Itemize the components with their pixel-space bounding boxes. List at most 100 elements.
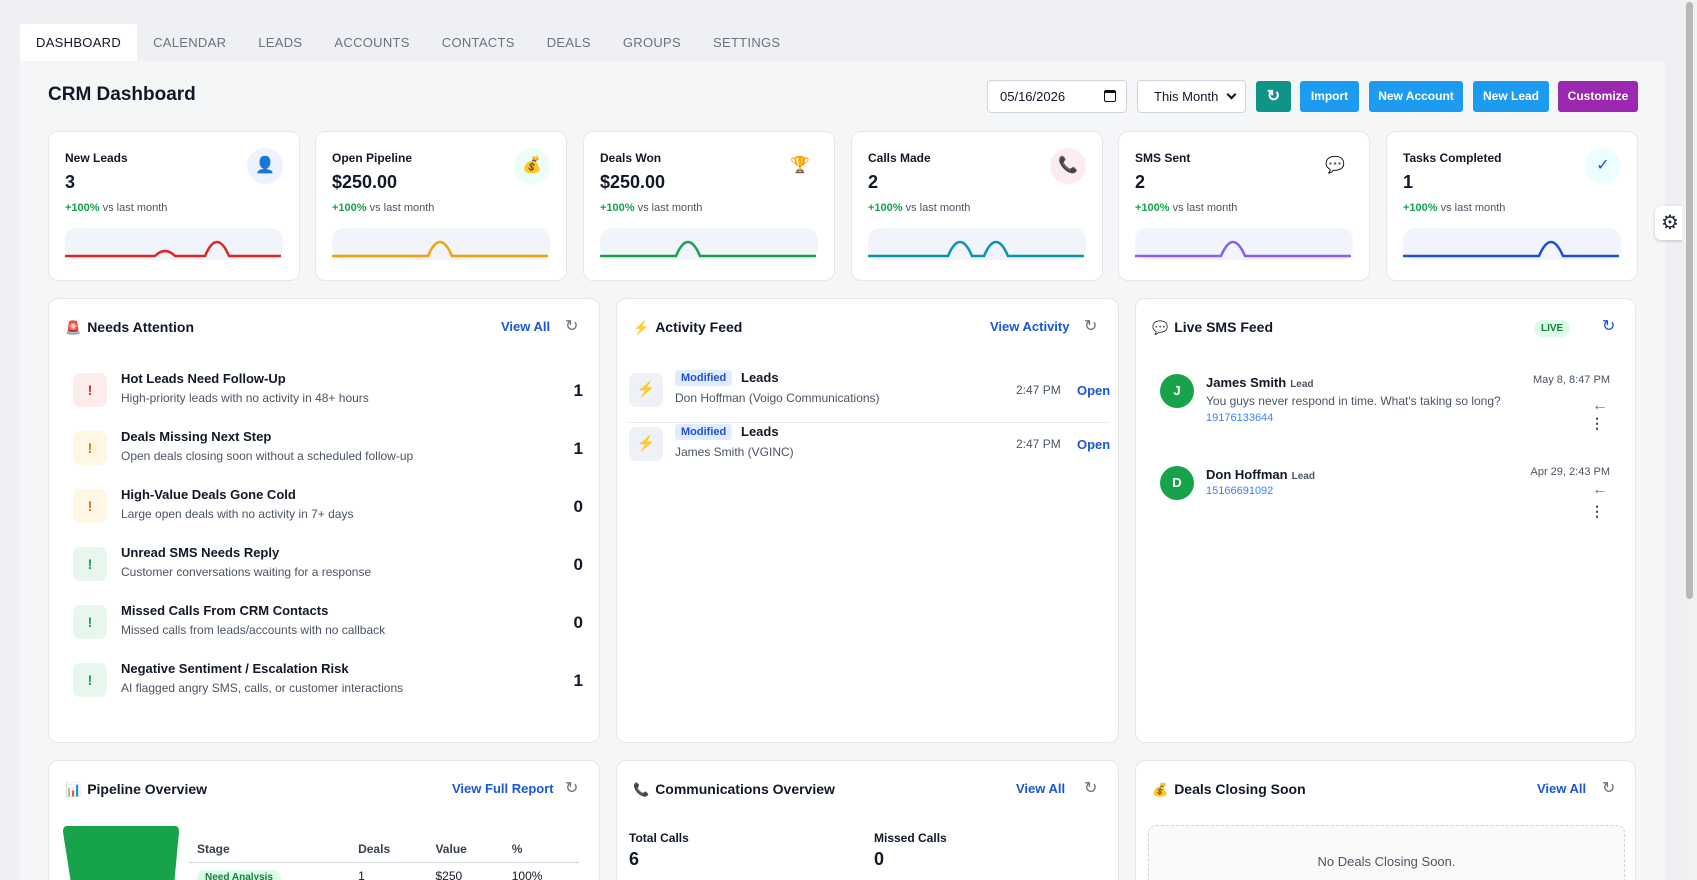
- attention-count: 1: [573, 439, 583, 458]
- chevron-down-icon: [1226, 89, 1237, 100]
- money-bag-icon: 💰: [514, 148, 550, 184]
- refresh-icon[interactable]: ↻: [1084, 318, 1098, 335]
- kpi-sparkline: [65, 228, 283, 260]
- needs-attention-title: Needs Attention: [87, 319, 195, 335]
- refresh-icon[interactable]: ↻: [1602, 318, 1616, 335]
- live-badge: LIVE: [1534, 320, 1571, 337]
- more-options-icon[interactable]: ⋮: [1590, 415, 1604, 431]
- view-activity-link[interactable]: View Activity: [990, 319, 1070, 334]
- attention-count: 0: [573, 555, 583, 574]
- tab-dashboard[interactable]: DASHBOARD: [20, 24, 138, 61]
- view-full-report-link[interactable]: View Full Report: [452, 781, 554, 796]
- refresh-icon[interactable]: ↻: [1602, 780, 1616, 797]
- refresh-icon[interactable]: ↻: [565, 780, 579, 797]
- tab-leads[interactable]: LEADS: [258, 35, 303, 50]
- pipeline-overview-panel: 📊 Pipeline Overview View Full Report ↻ St…: [48, 760, 600, 880]
- attention-desc: Open deals closing soon without a schedu…: [121, 449, 414, 463]
- kpi-card: Open Pipeline $250.00 +100% vs last mont…: [315, 131, 567, 281]
- communications-view-all[interactable]: View All: [1016, 781, 1066, 796]
- missed-calls-value: 0: [874, 849, 885, 869]
- lightning-icon: ⚡: [633, 320, 650, 335]
- kpi-value: $250.00: [332, 172, 398, 192]
- bar-chart-icon: 📊: [65, 782, 82, 797]
- activity-time: 2:47 PM: [1016, 437, 1061, 451]
- activity-open-link[interactable]: Open: [1077, 383, 1111, 398]
- tab-groups[interactable]: GROUPS: [622, 35, 681, 50]
- date-value: 05/16/2026: [1000, 89, 1066, 104]
- tab-contacts[interactable]: CONTACTS: [441, 35, 515, 50]
- needs-attention-view-all[interactable]: View All: [501, 319, 551, 334]
- tab-deals[interactable]: DEALS: [546, 35, 591, 50]
- tab-accounts[interactable]: ACCOUNTS: [334, 35, 410, 50]
- sparkline-path: [1403, 240, 1619, 258]
- activity-type: Leads: [741, 370, 779, 385]
- attention-count: 0: [573, 613, 583, 632]
- customize-button[interactable]: Customize: [1558, 81, 1638, 112]
- lightning-icon: ⚡: [629, 373, 663, 407]
- sparkline-bg: [868, 228, 1086, 260]
- chat-icon: 💬: [1152, 320, 1169, 335]
- sms-phone-link[interactable]: 19176133644: [1206, 412, 1274, 424]
- exclamation-icon: !: [73, 373, 107, 407]
- value-cell: $250: [435, 869, 463, 880]
- activity-feed-title: Activity Feed: [655, 319, 743, 335]
- attention-item[interactable]: ! Deals Missing Next Step Open deals clo…: [73, 425, 583, 475]
- kpi-value: $250.00: [600, 172, 666, 192]
- kpi-delta: +100% vs last month: [65, 202, 167, 214]
- pipeline-funnel-chart: [63, 826, 179, 880]
- check-icon: ✓: [1585, 148, 1621, 184]
- sparkline-bg: [332, 228, 550, 260]
- kpi-label: Open Pipeline: [332, 151, 413, 165]
- attention-title: Negative Sentiment / Escalation Risk: [121, 661, 349, 676]
- attention-item[interactable]: ! Hot Leads Need Follow-Up High-priority…: [73, 367, 583, 417]
- kpi-card: Tasks Completed 1 +100% vs last month ✓: [1386, 131, 1638, 281]
- tab-calendar[interactable]: CALENDAR: [153, 35, 227, 50]
- settings-gear-icon[interactable]: ⚙: [1655, 206, 1685, 240]
- sms-phone-link[interactable]: 15166691092: [1206, 485, 1274, 497]
- tab-settings[interactable]: SETTINGS: [713, 35, 781, 50]
- sparkline-path: [868, 240, 1084, 258]
- empty-state: No Deals Closing Soon.: [1148, 825, 1625, 880]
- new-account-button[interactable]: New Account: [1369, 81, 1463, 112]
- new-lead-button[interactable]: New Lead: [1473, 81, 1549, 112]
- activity-subject: Don Hoffman (Voigo Communications): [675, 391, 880, 405]
- attention-title: Missed Calls From CRM Contacts: [121, 603, 329, 618]
- kpi-label: Deals Won: [600, 151, 662, 165]
- page-scrollbar[interactable]: [1682, 0, 1697, 880]
- kpi-delta-value: +100%: [65, 202, 100, 214]
- sms-item[interactable]: J James Smith Lead May 8, 8:47 PM You guy…: [1160, 371, 1610, 461]
- attention-title: High-Value Deals Gone Cold: [121, 487, 296, 502]
- kpi-delta-suffix: vs last month: [637, 202, 703, 214]
- refresh-icon[interactable]: ↻: [1084, 780, 1098, 797]
- attention-count: 0: [573, 497, 583, 516]
- kpi-label: Calls Made: [868, 151, 931, 165]
- period-select[interactable]: This Month: [1137, 80, 1246, 113]
- deals-closing-view-all[interactable]: View All: [1537, 781, 1587, 796]
- user-icon: 👤: [247, 148, 283, 184]
- scrollbar-thumb[interactable]: [1686, 2, 1693, 599]
- import-button[interactable]: Import: [1300, 81, 1359, 112]
- attention-item[interactable]: ! Unread SMS Needs Reply Customer conver…: [73, 541, 583, 591]
- column-header: %: [503, 836, 579, 863]
- pct-cell: 100%: [511, 869, 543, 880]
- date-picker-input[interactable]: 05/16/2026: [987, 80, 1127, 113]
- attention-desc: Large open deals with no activity in 7+ …: [121, 507, 354, 521]
- phone-icon: 📞: [1050, 148, 1086, 184]
- attention-item[interactable]: ! Missed Calls From CRM Contacts Missed …: [73, 599, 583, 649]
- attention-item[interactable]: ! Negative Sentiment / Escalation Risk A…: [73, 657, 583, 707]
- kpi-value: 3: [65, 172, 76, 192]
- calendar-icon[interactable]: [1104, 90, 1116, 102]
- more-options-icon[interactable]: ⋮: [1590, 503, 1604, 519]
- kpi-card: Deals Won $250.00 +100% vs last month 🏆: [583, 131, 835, 281]
- chat-icon: 💬: [1317, 148, 1353, 184]
- sms-date: May 8, 8:47 PM: [1532, 374, 1610, 386]
- kpi-value: 2: [868, 172, 879, 192]
- kpi-delta-value: +100%: [332, 202, 367, 214]
- sms-item[interactable]: D Don Hoffman Lead Apr 29, 2:43 PM 151666…: [1160, 463, 1610, 553]
- attention-item[interactable]: ! High-Value Deals Gone Cold Large open …: [73, 483, 583, 533]
- refresh-button[interactable]: ↻: [1256, 81, 1291, 112]
- refresh-icon[interactable]: ↻: [565, 318, 579, 335]
- activity-type: Leads: [741, 424, 779, 439]
- kpi-delta-suffix: vs last month: [102, 202, 168, 214]
- activity-open-link[interactable]: Open: [1077, 437, 1111, 452]
